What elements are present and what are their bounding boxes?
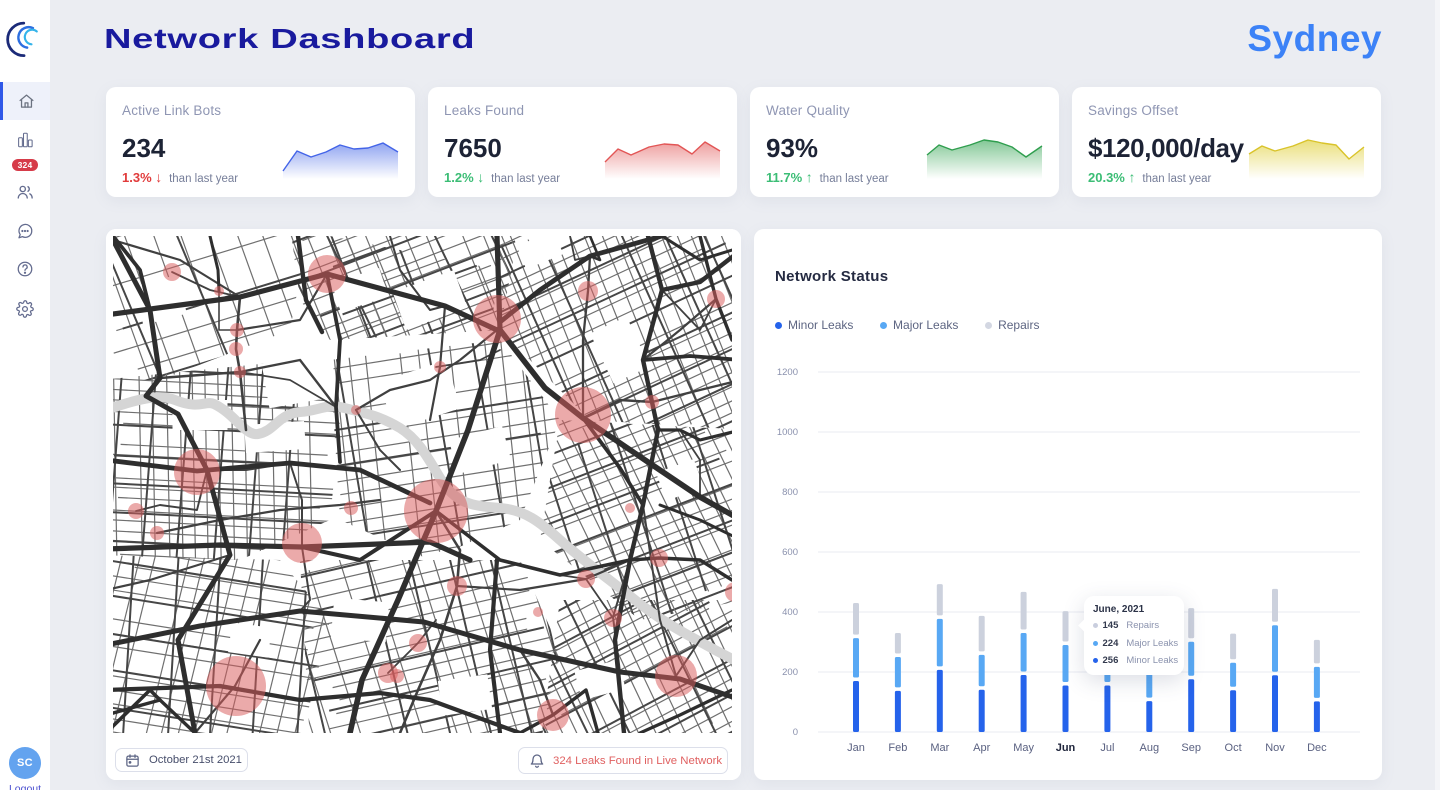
svg-text:Feb: Feb <box>888 742 907 754</box>
svg-text:200: 200 <box>782 667 798 678</box>
svg-text:Apr: Apr <box>973 742 990 754</box>
svg-text:Aug: Aug <box>1140 742 1160 754</box>
svg-text:800: 800 <box>782 487 798 498</box>
svg-text:Jun: Jun <box>1056 742 1076 754</box>
svg-text:0: 0 <box>793 727 798 738</box>
svg-text:1200: 1200 <box>777 367 798 378</box>
svg-text:400: 400 <box>782 607 798 618</box>
svg-text:Nov: Nov <box>1265 742 1285 754</box>
svg-text:Jul: Jul <box>1100 742 1114 754</box>
svg-text:Dec: Dec <box>1307 742 1327 754</box>
svg-text:Jan: Jan <box>847 742 865 754</box>
svg-text:Mar: Mar <box>930 742 949 754</box>
svg-text:600: 600 <box>782 547 798 558</box>
svg-text:Oct: Oct <box>1225 742 1242 754</box>
svg-text:Sep: Sep <box>1181 742 1201 754</box>
svg-text:1000: 1000 <box>777 427 798 438</box>
svg-text:May: May <box>1013 742 1034 754</box>
